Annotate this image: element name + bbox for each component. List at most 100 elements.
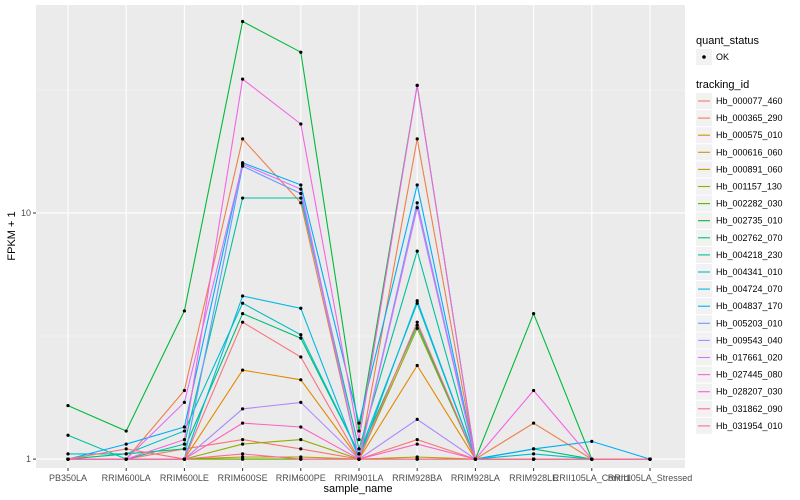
data-point bbox=[532, 447, 536, 451]
legend-label: Hb_000365_290 bbox=[716, 113, 783, 123]
data-point bbox=[590, 439, 594, 443]
data-point bbox=[299, 183, 303, 187]
data-point bbox=[357, 457, 361, 461]
data-point bbox=[182, 388, 186, 393]
data-point bbox=[182, 447, 186, 451]
legend-label: Hb_002735_010 bbox=[716, 216, 783, 226]
data-point bbox=[415, 457, 419, 461]
data-point bbox=[532, 312, 536, 316]
data-point bbox=[182, 425, 186, 429]
legend-label: Hb_000575_010 bbox=[716, 130, 783, 140]
data-point bbox=[532, 457, 536, 461]
data-point bbox=[241, 457, 245, 461]
data-point bbox=[415, 417, 419, 421]
legend-point-icon bbox=[702, 55, 706, 59]
data-point bbox=[299, 122, 303, 126]
data-point bbox=[241, 320, 245, 324]
data-point bbox=[182, 442, 186, 446]
x-tick-label: RRIM600LE bbox=[160, 473, 209, 483]
points bbox=[66, 19, 652, 461]
data-point bbox=[415, 249, 419, 253]
legend-label: Hb_031862_090 bbox=[716, 404, 783, 414]
data-point bbox=[241, 301, 245, 305]
legend-label: Hb_017661_020 bbox=[716, 353, 783, 363]
data-point bbox=[473, 457, 477, 461]
legend-label: Hb_001157_130 bbox=[716, 182, 782, 192]
data-point bbox=[182, 309, 186, 313]
data-point bbox=[299, 333, 303, 337]
x-tick-label: PB350LA bbox=[49, 473, 87, 483]
legend-label: OK bbox=[716, 52, 729, 62]
data-point bbox=[299, 438, 303, 442]
legend-label: Hb_005203_010 bbox=[716, 318, 783, 328]
y-axis-title: FPKM + 1 bbox=[6, 211, 18, 260]
data-point bbox=[415, 326, 419, 330]
data-point bbox=[415, 183, 419, 187]
x-axis: PB350LA RRIM600LA RRIM600LE RRIM600SE RRIM60… bbox=[49, 468, 692, 483]
data-point bbox=[182, 438, 186, 442]
legend-label: Hb_000891_060 bbox=[716, 164, 783, 174]
data-point bbox=[299, 187, 303, 191]
data-point bbox=[241, 162, 245, 166]
data-point bbox=[415, 438, 419, 442]
data-point bbox=[241, 312, 245, 316]
data-point bbox=[182, 429, 186, 433]
data-point bbox=[124, 452, 128, 456]
color-legend-title: tracking_id bbox=[696, 79, 749, 91]
legend-label: Hb_002762_070 bbox=[716, 233, 783, 243]
data-point bbox=[299, 306, 303, 310]
data-point bbox=[241, 452, 245, 456]
legend-label: Hb_031954_010 bbox=[716, 421, 783, 431]
data-point bbox=[241, 407, 245, 411]
x-axis-title: sample_name bbox=[323, 483, 392, 495]
x-tick-label: RRII105LA_Control bbox=[553, 473, 631, 483]
data-point bbox=[415, 320, 419, 324]
x-tick-label: RRIM928BA bbox=[392, 473, 442, 483]
data-point bbox=[66, 433, 70, 437]
data-point bbox=[299, 400, 303, 404]
legend-label: Hb_028207_030 bbox=[716, 387, 783, 397]
y-tick-label: 10 bbox=[21, 208, 31, 218]
legend-label: Hb_000077_460 bbox=[716, 96, 783, 106]
y-axis: 1 10 bbox=[21, 208, 36, 464]
legend-label: Hb_002282_030 bbox=[716, 199, 783, 209]
data-point bbox=[241, 77, 245, 81]
data-point bbox=[532, 388, 536, 393]
legend: quant_status OK tracking_id Hb_000077_46… bbox=[696, 35, 783, 434]
data-point bbox=[357, 421, 361, 425]
legend-label: Hb_004341_010 bbox=[716, 267, 783, 277]
legend-label: Hb_004218_230 bbox=[716, 250, 783, 260]
legend-label: Hb_027445_080 bbox=[716, 370, 783, 380]
data-point bbox=[299, 457, 303, 461]
data-point bbox=[299, 355, 303, 359]
x-tick-label: RRIM901LA bbox=[334, 473, 383, 483]
data-point bbox=[182, 400, 186, 404]
data-point bbox=[357, 447, 361, 451]
data-point bbox=[241, 368, 245, 372]
data-point bbox=[241, 19, 245, 24]
data-point bbox=[124, 457, 128, 461]
data-point bbox=[415, 206, 419, 210]
x-tick-label: RRIM928LE bbox=[509, 473, 558, 483]
shape-legend-items: OK bbox=[696, 49, 729, 65]
data-point bbox=[241, 294, 245, 298]
data-point bbox=[415, 301, 419, 305]
shape-legend-title: quant_status bbox=[696, 35, 759, 47]
data-point bbox=[415, 363, 419, 368]
data-point bbox=[532, 452, 536, 456]
data-point bbox=[590, 457, 594, 461]
x-tick-label: RRIM600PE bbox=[276, 473, 326, 483]
data-point bbox=[415, 83, 419, 87]
data-point bbox=[415, 442, 419, 446]
data-point bbox=[241, 196, 245, 200]
data-point bbox=[415, 201, 419, 205]
data-point bbox=[299, 336, 303, 340]
x-tick-label: RRII105LA_Stressed bbox=[608, 473, 693, 483]
data-point bbox=[241, 421, 245, 425]
data-point bbox=[241, 442, 245, 446]
legend-label: Hb_000616_060 bbox=[716, 147, 783, 157]
data-point bbox=[415, 323, 419, 327]
data-point bbox=[299, 201, 303, 205]
x-tick-label: RRIM600LA bbox=[102, 473, 151, 483]
